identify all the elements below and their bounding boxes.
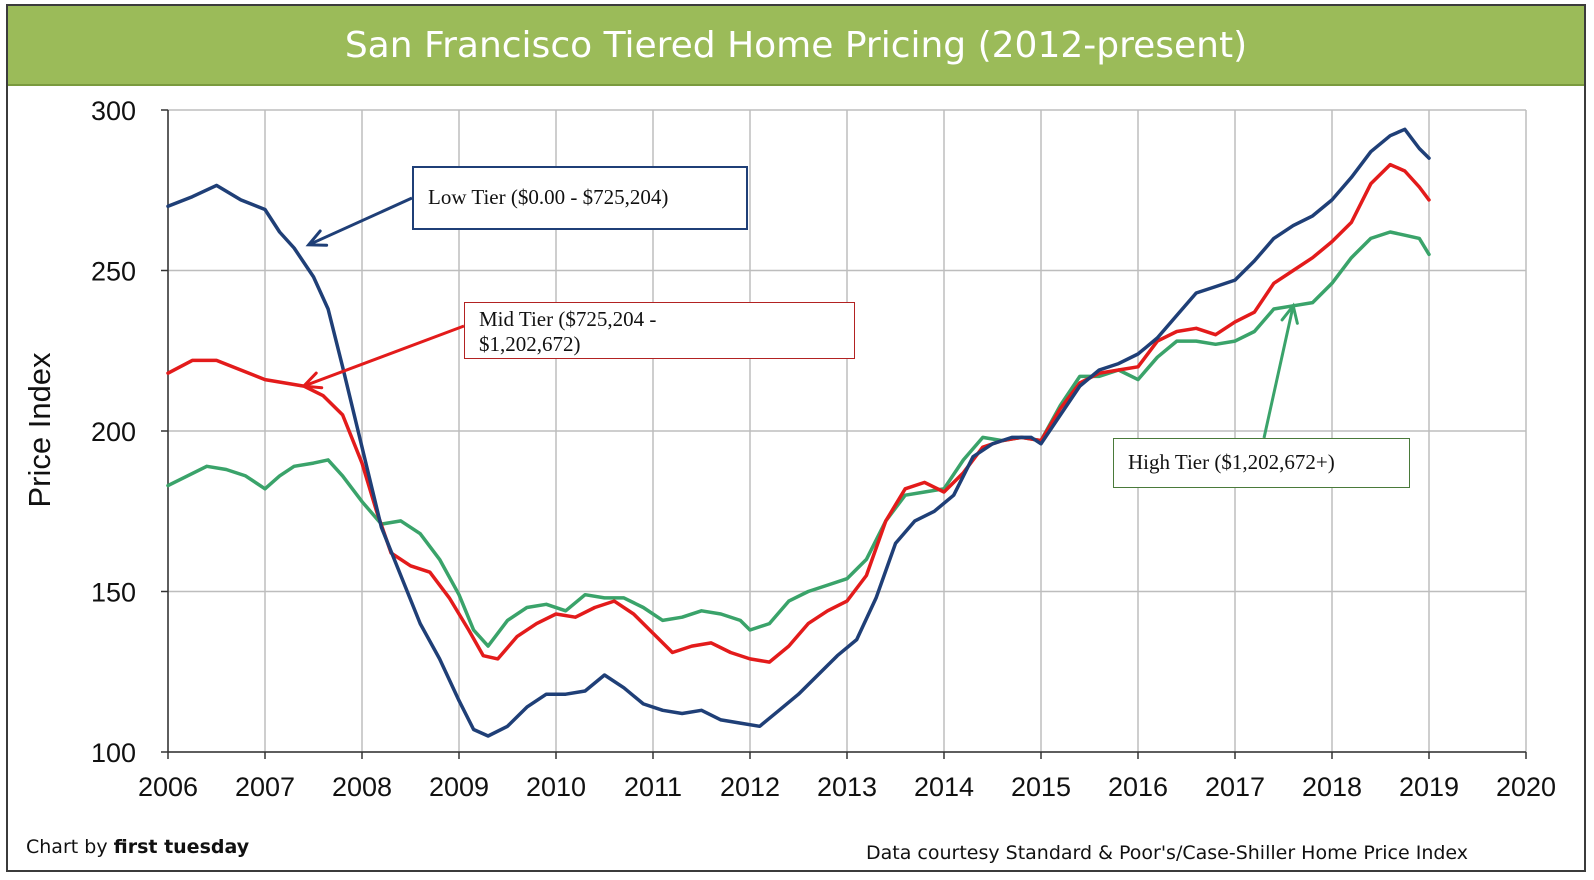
- annotation-high-tier: High Tier ($1,202,672+): [1113, 438, 1410, 488]
- x-tick-label-2019: 2019: [1399, 772, 1459, 802]
- annotation-mid-tier-line2: $1,202,672): [479, 332, 581, 356]
- x-tick-label-2009: 2009: [429, 772, 489, 802]
- annotation-low-tier-text: Low Tier ($0.00 - $725,204): [428, 185, 669, 209]
- arrow-line-high-tier: [1262, 305, 1295, 439]
- y-tick-label-300: 300: [91, 96, 136, 126]
- x-tick-label-2007: 2007: [235, 772, 295, 802]
- arrow-head-mid-tier: [300, 371, 324, 390]
- annotation-low-tier: Low Tier ($0.00 - $725,204): [412, 166, 748, 230]
- axes: 2006 2007 2008 2009 2010 2011 2012 2013 2014 2015…: [91, 96, 1556, 802]
- footer-source: Data courtesy Standard & Poor's/Case-Shi…: [866, 842, 1469, 864]
- arrow-head-low-tier: [305, 229, 329, 247]
- series-line-low-tier: [166, 127, 1431, 738]
- x-tick-label-2011: 2011: [624, 772, 682, 802]
- arrow-head-high-tier: [1280, 302, 1299, 325]
- annotation-mid-tier-line1: Mid Tier ($725,204 -: [479, 307, 657, 331]
- y-axis-label: Price Index: [22, 352, 57, 508]
- x-tick-label-2010: 2010: [526, 772, 586, 802]
- x-tick-label-2008: 2008: [332, 772, 392, 802]
- y-tick-label-100: 100: [91, 738, 136, 768]
- series-line-mid-tier: [166, 162, 1431, 664]
- x-tick-label-2013: 2013: [817, 772, 877, 802]
- footer-credit-prefix: Chart by: [26, 836, 114, 858]
- annotation-high-tier-text: High Tier ($1,202,672+): [1128, 450, 1335, 474]
- x-tick-label-2018: 2018: [1302, 772, 1362, 802]
- annotation-mid-tier: Mid Tier ($725,204 - $1,202,672): [464, 302, 855, 359]
- series-layer: [166, 127, 1431, 738]
- x-tick-label-2016: 2016: [1108, 772, 1168, 802]
- y-tick-label-250: 250: [91, 257, 136, 287]
- footer-credit: Chart by first tuesday: [26, 836, 249, 858]
- y-tick-label-150: 150: [91, 578, 136, 608]
- y-tick-label-200: 200: [91, 417, 136, 447]
- chart-title: San Francisco Tiered Home Pricing (2012-…: [344, 24, 1248, 66]
- annotation-arrows: [300, 196, 1299, 439]
- arrow-line-mid-tier: [303, 324, 465, 388]
- x-tick-label-2017: 2017: [1205, 772, 1265, 802]
- x-tick-label-2006: 2006: [138, 772, 198, 802]
- chart-title-bar: San Francisco Tiered Home Pricing (2012-…: [8, 6, 1584, 86]
- x-tick-label-2015: 2015: [1011, 772, 1071, 802]
- x-tick-label-2014: 2014: [914, 772, 974, 802]
- x-tick-label-2020: 2020: [1496, 772, 1556, 802]
- arrow-line-low-tier: [308, 196, 413, 247]
- series-line-high-tier: [166, 230, 1431, 648]
- footer-credit-brand: first tuesday: [113, 836, 250, 858]
- x-tick-label-2012: 2012: [720, 772, 780, 802]
